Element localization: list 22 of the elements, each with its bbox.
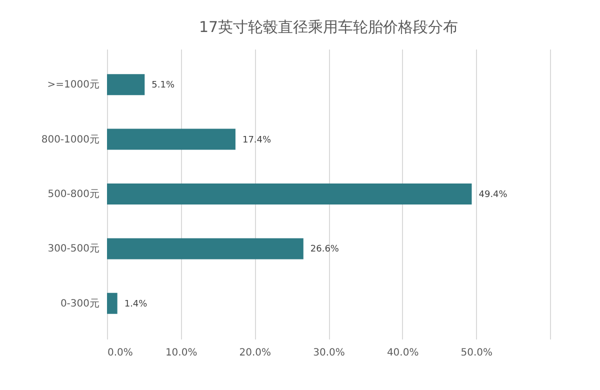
data-label: 1.4% [124,299,148,310]
y-tick-label: 500-800元 [48,189,100,200]
x-tick-label: 30.0% [313,348,345,358]
x-tick-label: 50.0% [460,348,493,358]
data-label: 17.4% [242,135,272,146]
x-tick-label: 10.0% [165,348,198,358]
chart-title: 17英寸轮毂直径乘用车轮胎价格段分布 [198,18,458,36]
x-tick-label: 20.0% [239,348,272,358]
data-label: 49.4% [478,190,508,200]
y-tick-label: 300-500元 [48,244,100,255]
data-label: 5.1% [152,80,175,91]
data-label: 26.6% [310,244,340,255]
x-tick-label: 40.0% [386,348,419,358]
y-tick-label: 0-300元 [60,298,100,310]
y-tick-label: >=1000元 [47,80,100,91]
bar [107,238,304,260]
bar [107,74,145,96]
bar [107,128,236,150]
bar [107,184,472,204]
x-tick-label: 0.0% [108,348,133,358]
bar [107,292,118,314]
y-tick-label: 800-1000元 [41,134,100,146]
